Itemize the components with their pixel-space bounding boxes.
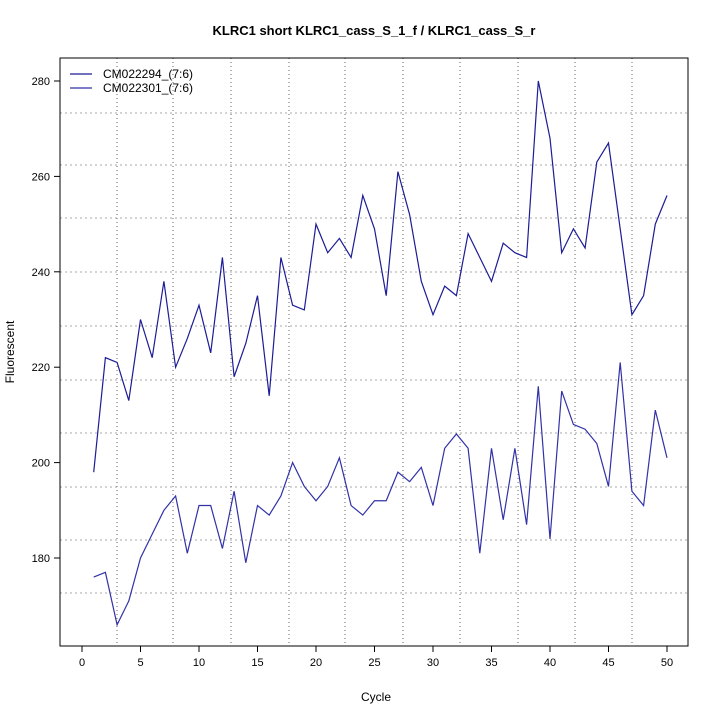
plot-frame bbox=[59, 57, 689, 647]
x-axis-label: Cycle bbox=[361, 690, 391, 704]
series-line-2 bbox=[93, 362, 668, 627]
x-tick-label: 35 bbox=[485, 657, 497, 669]
x-tick-label: 0 bbox=[79, 657, 85, 669]
x-tick-label: 5 bbox=[137, 657, 143, 669]
y-tick-label: 200 bbox=[32, 458, 50, 470]
x-tick-label: 45 bbox=[602, 657, 614, 669]
grid bbox=[60, 58, 688, 646]
y-tick-label: 180 bbox=[32, 553, 50, 565]
y-tick-label: 220 bbox=[32, 362, 50, 374]
series-lines bbox=[93, 80, 668, 627]
x-tick-label: 50 bbox=[661, 657, 673, 669]
y-tick-label: 280 bbox=[32, 76, 50, 88]
legend-label-series-2: CM022301_(7:6) bbox=[103, 81, 193, 95]
x-tick-label: 20 bbox=[310, 657, 322, 669]
y-tick-label: 260 bbox=[32, 171, 50, 183]
x-tick-label: 40 bbox=[544, 657, 556, 669]
y-axis-label: Fluorescent bbox=[3, 320, 17, 383]
x-tick-label: 30 bbox=[427, 657, 439, 669]
x-tick-label: 10 bbox=[193, 657, 205, 669]
y-tick-label: 240 bbox=[32, 267, 50, 279]
legend-label-series-1: CM022294_(7:6) bbox=[103, 67, 193, 81]
x-tick-label: 25 bbox=[368, 657, 380, 669]
series-line-1 bbox=[93, 80, 668, 473]
legend: CM022294_(7:6) CM022301_(7:6) bbox=[70, 67, 193, 95]
chart-title: KLRC1 short KLRC1_cass_S_1_f / KLRC1_cas… bbox=[213, 23, 536, 38]
x-tick-label: 15 bbox=[251, 657, 263, 669]
axes: 0 5 10 15 20 25 30 35 40 45 50 180 200 220 240 260 280 bbox=[32, 76, 673, 669]
